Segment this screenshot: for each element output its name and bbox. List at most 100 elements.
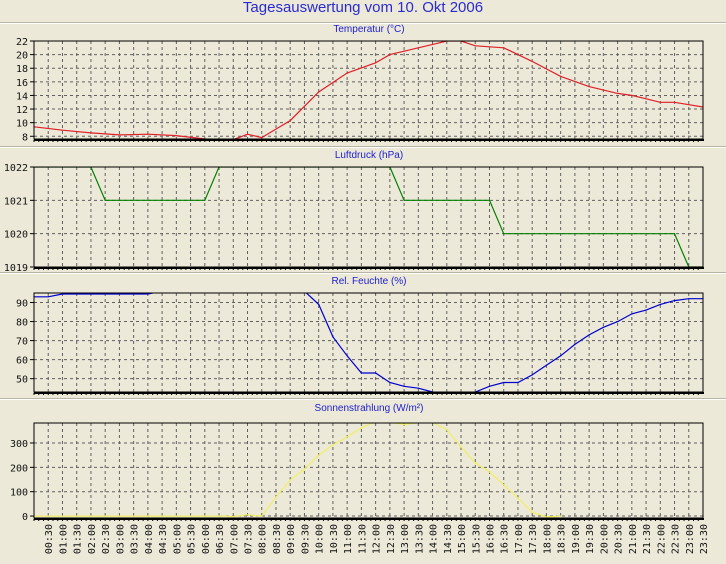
y-tick-label: 1019 [4,263,28,274]
y-tick-label: 80 [16,318,28,329]
data-point [645,309,647,311]
solar-series-line [34,423,561,518]
y-tick-label: 0 [22,512,28,523]
solar-chart-title: Sonnenstrahlung (W/m²) [314,403,424,414]
data-point [545,516,548,518]
x-tick-label: 21:30 [642,524,653,554]
data-point [403,423,405,426]
data-point [503,47,505,49]
data-point [403,199,405,201]
data-point [275,496,277,498]
data-point [318,303,320,306]
x-tick-label: 12:30 [386,524,397,554]
y-tick-label: 300 [10,439,28,450]
x-tick-label: 03:00 [115,524,126,554]
data-point [488,471,491,473]
y-tick-label: 100 [10,488,28,499]
x-tick-label: 21:00 [628,524,639,554]
y-tick-label: 20 [16,51,28,62]
x-tick-label: 07:30 [244,524,255,554]
x-tick-label: 04:00 [144,524,155,554]
x-tick-label: 22:00 [656,524,667,554]
data-point [673,300,676,302]
humidity-chart-title: Rel. Feuchte (%) [331,276,407,287]
x-tick-label: 03:30 [130,524,141,554]
y-tick-label: 22 [16,37,28,48]
x-tick-label: 23:00 [685,524,696,554]
data-point [346,355,348,357]
x-tick-label: 07:00 [229,524,240,554]
data-point [616,320,619,323]
data-point [261,137,263,139]
data-point [246,133,249,135]
plot-frame [33,292,704,393]
x-tick-label: 06:30 [215,524,226,554]
data-point [602,326,604,328]
data-point [289,120,291,122]
data-point [531,511,533,513]
divider [0,272,726,274]
plot-frame [33,422,704,519]
y-tick-label: 8 [22,132,28,143]
temperature-chart-title: Temperatur (°C) [333,24,405,35]
data-point [517,497,519,499]
y-tick-label: 14 [16,91,28,102]
x-tick-label: 05:00 [172,524,183,554]
y-tick-label: 1022 [4,163,28,174]
x-tick-label: 01:30 [73,524,84,554]
y-tick-label: 12 [16,105,28,116]
x-tick-label: 15:30 [471,524,482,554]
x-tick-label: 14:00 [429,524,440,554]
data-point [417,387,419,389]
divider [0,146,726,148]
data-point [446,429,448,431]
x-tick-label: 20:30 [614,524,625,554]
x-tick-label: 13:30 [414,524,425,554]
x-tick-label: 17:00 [514,524,525,554]
pressure-chart-title: Luftdruck (hPa) [334,150,404,161]
x-tick-label: 02:00 [87,524,98,554]
main-title: Tagesauswertung vom 10. Okt 2006 [242,0,484,16]
x-tick-label: 18:30 [557,524,568,554]
data-point [673,101,676,103]
data-point [318,454,320,456]
data-point [560,355,562,357]
x-tick-label: 12:00 [372,524,383,554]
x-tick-label: 22:30 [671,524,682,554]
x-tick-label: 08:30 [272,524,283,554]
data-point [332,444,334,446]
x-tick-label: 11:00 [343,524,354,554]
x-tick-label: 19:00 [571,524,582,554]
y-tick-label: 70 [16,337,28,348]
plot-frame [33,166,704,268]
data-point [389,381,391,384]
data-point [431,43,434,46]
data-point [503,381,505,384]
data-point [118,134,121,136]
data-point [403,385,405,387]
y-tick-label: 90 [16,299,28,310]
data-point [545,364,548,366]
pressure-series-line [34,167,703,267]
x-tick-label: 02:30 [101,524,112,554]
y-tick-label: 18 [16,64,28,75]
divider [0,398,726,400]
data-point [90,132,92,134]
x-tick-label: 09:30 [300,524,311,554]
data-point [104,199,106,201]
x-tick-label: 01:00 [58,524,69,554]
data-point [303,468,306,470]
data-point [346,436,348,438]
x-tick-label: 11:30 [357,524,368,554]
humidity-chart: 50 60 70 80 90 [16,292,704,395]
y-tick-label: 200 [10,463,28,474]
data-point [659,101,661,103]
x-tick-label: 14:30 [443,524,454,554]
temperature-chart: 8 10 12 14 16 18 20 22 [16,37,704,143]
data-point [503,233,505,235]
humidity-series-line [34,293,703,392]
x-tick-label: 19:30 [585,524,596,554]
data-point [360,427,362,429]
data-point [346,72,348,74]
data-point [375,372,377,374]
